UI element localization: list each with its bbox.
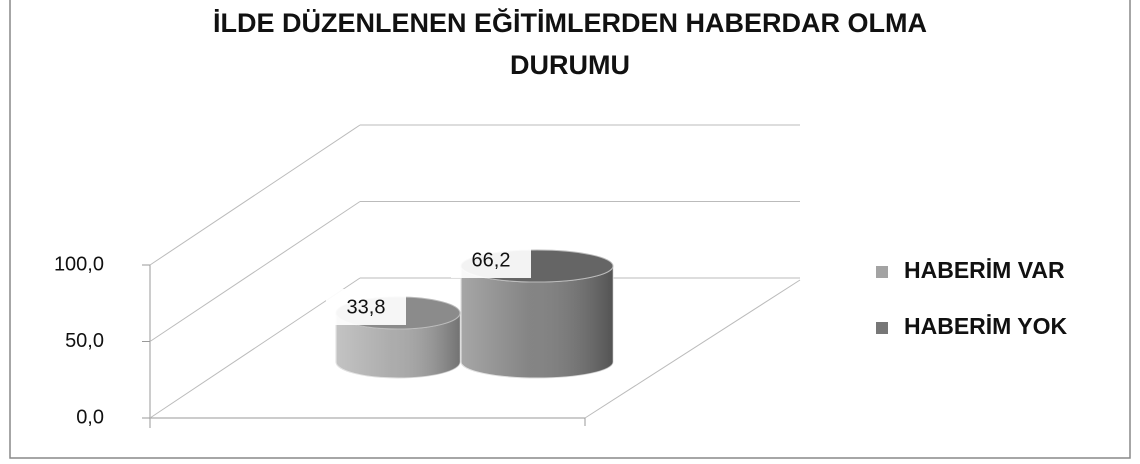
data-label-box [326, 288, 406, 325]
y-tick-label: 100,0 [54, 253, 104, 275]
bar-shade [461, 266, 613, 378]
data-label-box [451, 242, 531, 279]
data-label: 33,8 [347, 296, 386, 318]
legend-swatch [876, 322, 888, 334]
legend-label: HABERİM VAR [904, 257, 1065, 283]
legend-swatch [876, 266, 888, 278]
grid-line [149, 124, 361, 266]
y-tick-label: 50,0 [65, 330, 104, 352]
bar-shade [335, 312, 460, 378]
y-tick-label: 0,0 [76, 406, 104, 428]
legend-label: HABERİM YOK [904, 313, 1068, 339]
grid-line [149, 277, 361, 419]
data-label: 66,2 [472, 249, 511, 271]
chart-title: İLDE DÜZENLENEN EĞİTİMLERDEN HABERDAR OL… [213, 8, 927, 80]
floor-edge [584, 279, 801, 419]
chart-border [9, 0, 1131, 459]
grid-line [149, 201, 361, 342]
